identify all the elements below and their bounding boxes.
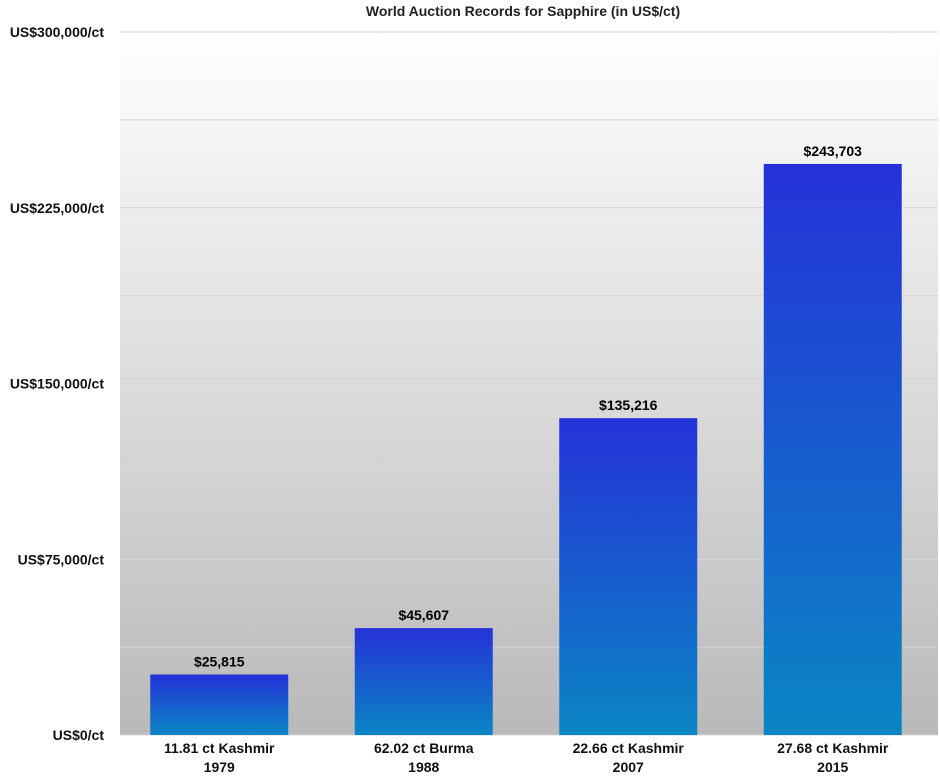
y-tick-label: US$225,000/ct [10,200,105,216]
bar-value-label: $135,216 [599,397,658,413]
x-category-label: 27.68 ct Kashmir [777,740,889,756]
x-category-year: 1988 [408,759,439,775]
x-axis-categories: 11.81 ct Kashmir 1979 62.02 ct Burma 1988 22… [164,740,889,775]
bar [763,163,902,736]
y-tick-label: US$150,000/ct [10,376,105,392]
bar-value-label: $45,607 [398,607,449,623]
y-tick-label: US$300,000/ct [10,24,105,40]
bar [150,674,289,735]
x-category-year: 2015 [817,759,848,775]
x-category-year: 1979 [204,759,235,775]
chart-title: World Auction Records for Sapphire (in U… [366,3,680,19]
bars: $25,815 $45,607 $135,216 $243,703 [150,143,902,736]
x-category-label: 11.81 ct Kashmir [164,740,275,756]
x-category-year: 2007 [613,759,644,775]
x-category-label: 62.02 ct Burma [374,740,474,756]
bar-value-label: $243,703 [804,143,863,159]
bar [559,418,698,735]
y-tick-label: US$75,000/ct [18,551,105,567]
bar [354,628,493,735]
x-category-label: 22.66 ct Kashmir [573,740,685,756]
y-axis-ticks: US$0/ct US$75,000/ct US$150,000/ct US$225,0… [10,24,105,743]
bar-value-label: $25,815 [194,654,245,670]
y-tick-label: US$0/ct [53,727,105,743]
